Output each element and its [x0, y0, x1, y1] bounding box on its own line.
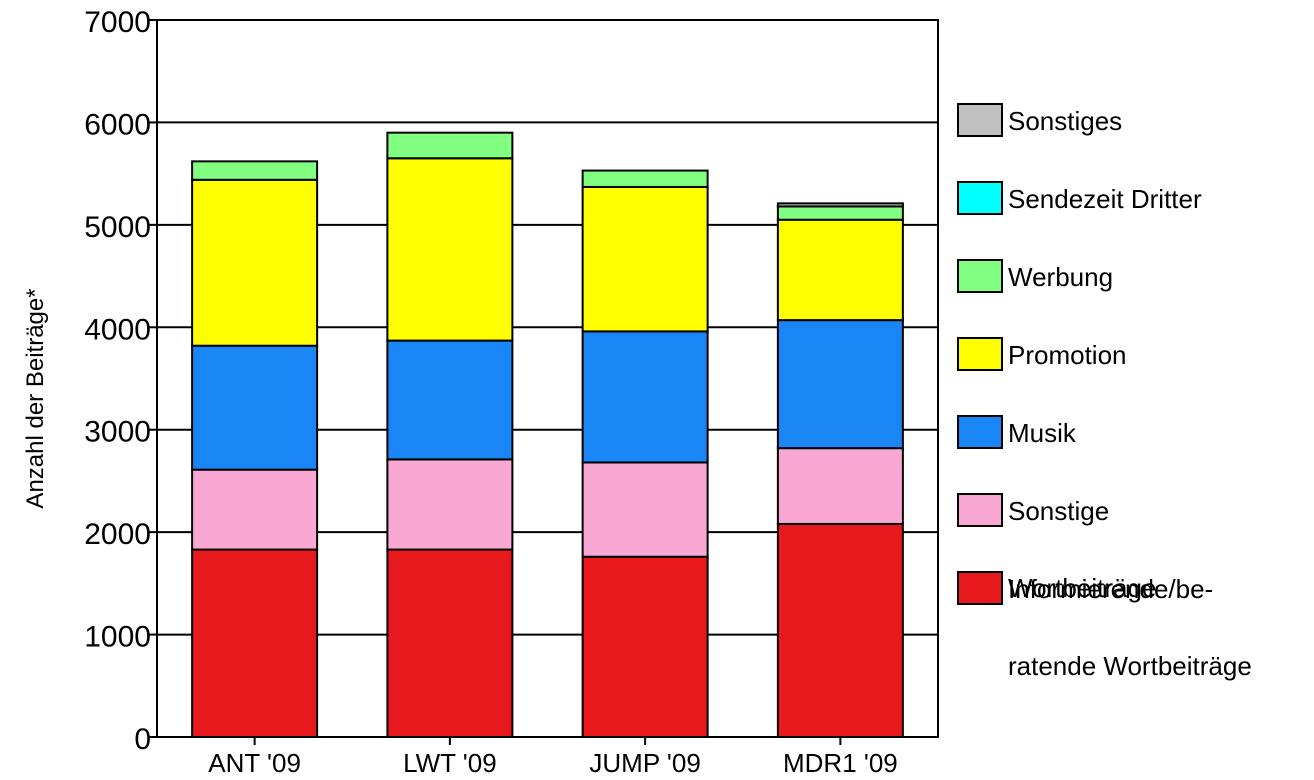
y-tick-label: 5000	[84, 211, 151, 244]
legend-swatch	[957, 493, 1003, 527]
bar-segment	[581, 169, 709, 188]
legend-label: Sonstiges	[1008, 106, 1122, 136]
legend-label: Informierende/be-	[1008, 574, 1213, 604]
bar-segment	[191, 178, 319, 347]
bar-segment	[191, 548, 319, 739]
plot-frame	[156, 19, 939, 738]
x-tick-label: ANT '09	[208, 748, 301, 778]
bar-segment	[581, 461, 709, 558]
legend-label: Musik	[1008, 418, 1077, 448]
bar-segment	[776, 522, 904, 738]
x-tick-label: JUMP '09	[589, 748, 700, 778]
bar-segment	[386, 548, 514, 739]
bar-segment	[581, 330, 709, 464]
bar-segment	[386, 157, 514, 342]
legend-swatch	[957, 337, 1003, 371]
bar-segment	[386, 131, 514, 160]
y-tick-label: 6000	[84, 108, 151, 141]
bar-segment	[191, 160, 319, 181]
legend-label: Werbung	[1008, 262, 1113, 292]
y-axis-label: Anzahl der Beiträge*	[22, 288, 49, 508]
y-axis-ticks: 0 1000 2000 3000 4000 5000 6000 7000	[84, 6, 157, 756]
bar-segment	[581, 185, 709, 333]
legend: Sonstiges Sendezeit Dritter Werbung Promoti…	[957, 103, 1252, 681]
legend-label: ratende Wortbeiträge	[1008, 651, 1252, 681]
x-tick-label: MDR1 '09	[783, 748, 898, 778]
bar-segment	[776, 447, 904, 525]
bar-segment	[776, 319, 904, 450]
bar-segment	[191, 344, 319, 471]
y-tick-label: 4000	[84, 313, 151, 346]
bar-segment	[191, 468, 319, 551]
y-tick-label: 3000	[84, 416, 151, 449]
legend-swatch	[957, 181, 1003, 215]
legend-label: Wortbeiträge	[1008, 573, 1156, 603]
y-tick-label: 2000	[84, 518, 151, 551]
y-tick-label: 1000	[84, 621, 151, 654]
x-axis-ticks: ANT '09 LWT '09 JUMP '09 MDR1 '09	[208, 737, 898, 778]
bars	[191, 131, 904, 739]
legend-label: Sendezeit Dritter	[1008, 184, 1202, 214]
bar-segment	[776, 205, 904, 221]
legend-swatch	[957, 415, 1003, 449]
legend-swatch	[957, 259, 1003, 293]
x-tick-label: LWT '09	[403, 748, 497, 778]
legend-swatch	[957, 103, 1003, 137]
bar-segment	[776, 202, 904, 208]
bar-segment	[581, 555, 709, 738]
legend-label: Sonstige	[1008, 496, 1109, 526]
y-tick-label: 0	[134, 723, 151, 756]
bar-segment	[776, 218, 904, 322]
legend-swatch	[957, 571, 1003, 605]
bar-segment	[386, 458, 514, 551]
bar-segment	[386, 339, 514, 461]
y-tick-label: 7000	[84, 6, 151, 39]
legend-label: Promotion	[1008, 340, 1127, 370]
